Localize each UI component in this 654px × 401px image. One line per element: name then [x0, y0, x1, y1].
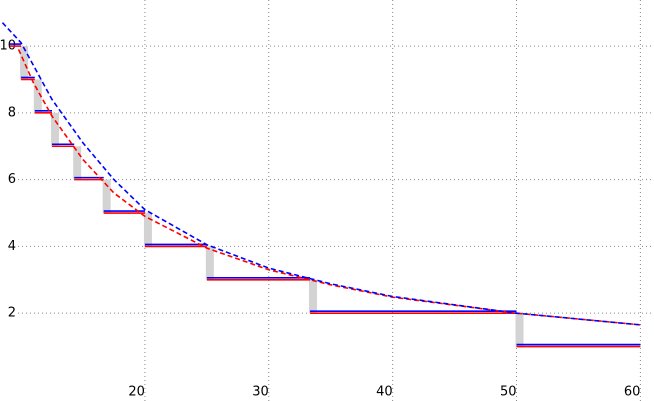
curve [1, 22, 641, 326]
step-gap [102, 179, 111, 214]
y-tick-label: 6 [8, 172, 16, 187]
x-tick-label: 50 [500, 385, 517, 400]
y-tick-label: 10 [0, 39, 16, 54]
x-tick-label: 60 [624, 385, 641, 400]
step-gap [33, 79, 42, 113]
step-gap [205, 246, 214, 280]
curve [17, 49, 641, 326]
step-gap [143, 213, 152, 247]
step-gap [515, 313, 524, 347]
step-gap [309, 279, 318, 314]
y-tick-label: 4 [8, 239, 16, 254]
step-gap [73, 146, 82, 180]
y-tick-label: 2 [8, 306, 16, 321]
y-tick-label: 8 [8, 105, 16, 120]
x-tick-label: 30 [252, 385, 269, 400]
x-tick-label: 20 [128, 385, 145, 400]
x-tick-label: 40 [376, 385, 393, 400]
step-gap [20, 46, 29, 80]
step-gap [51, 112, 60, 147]
